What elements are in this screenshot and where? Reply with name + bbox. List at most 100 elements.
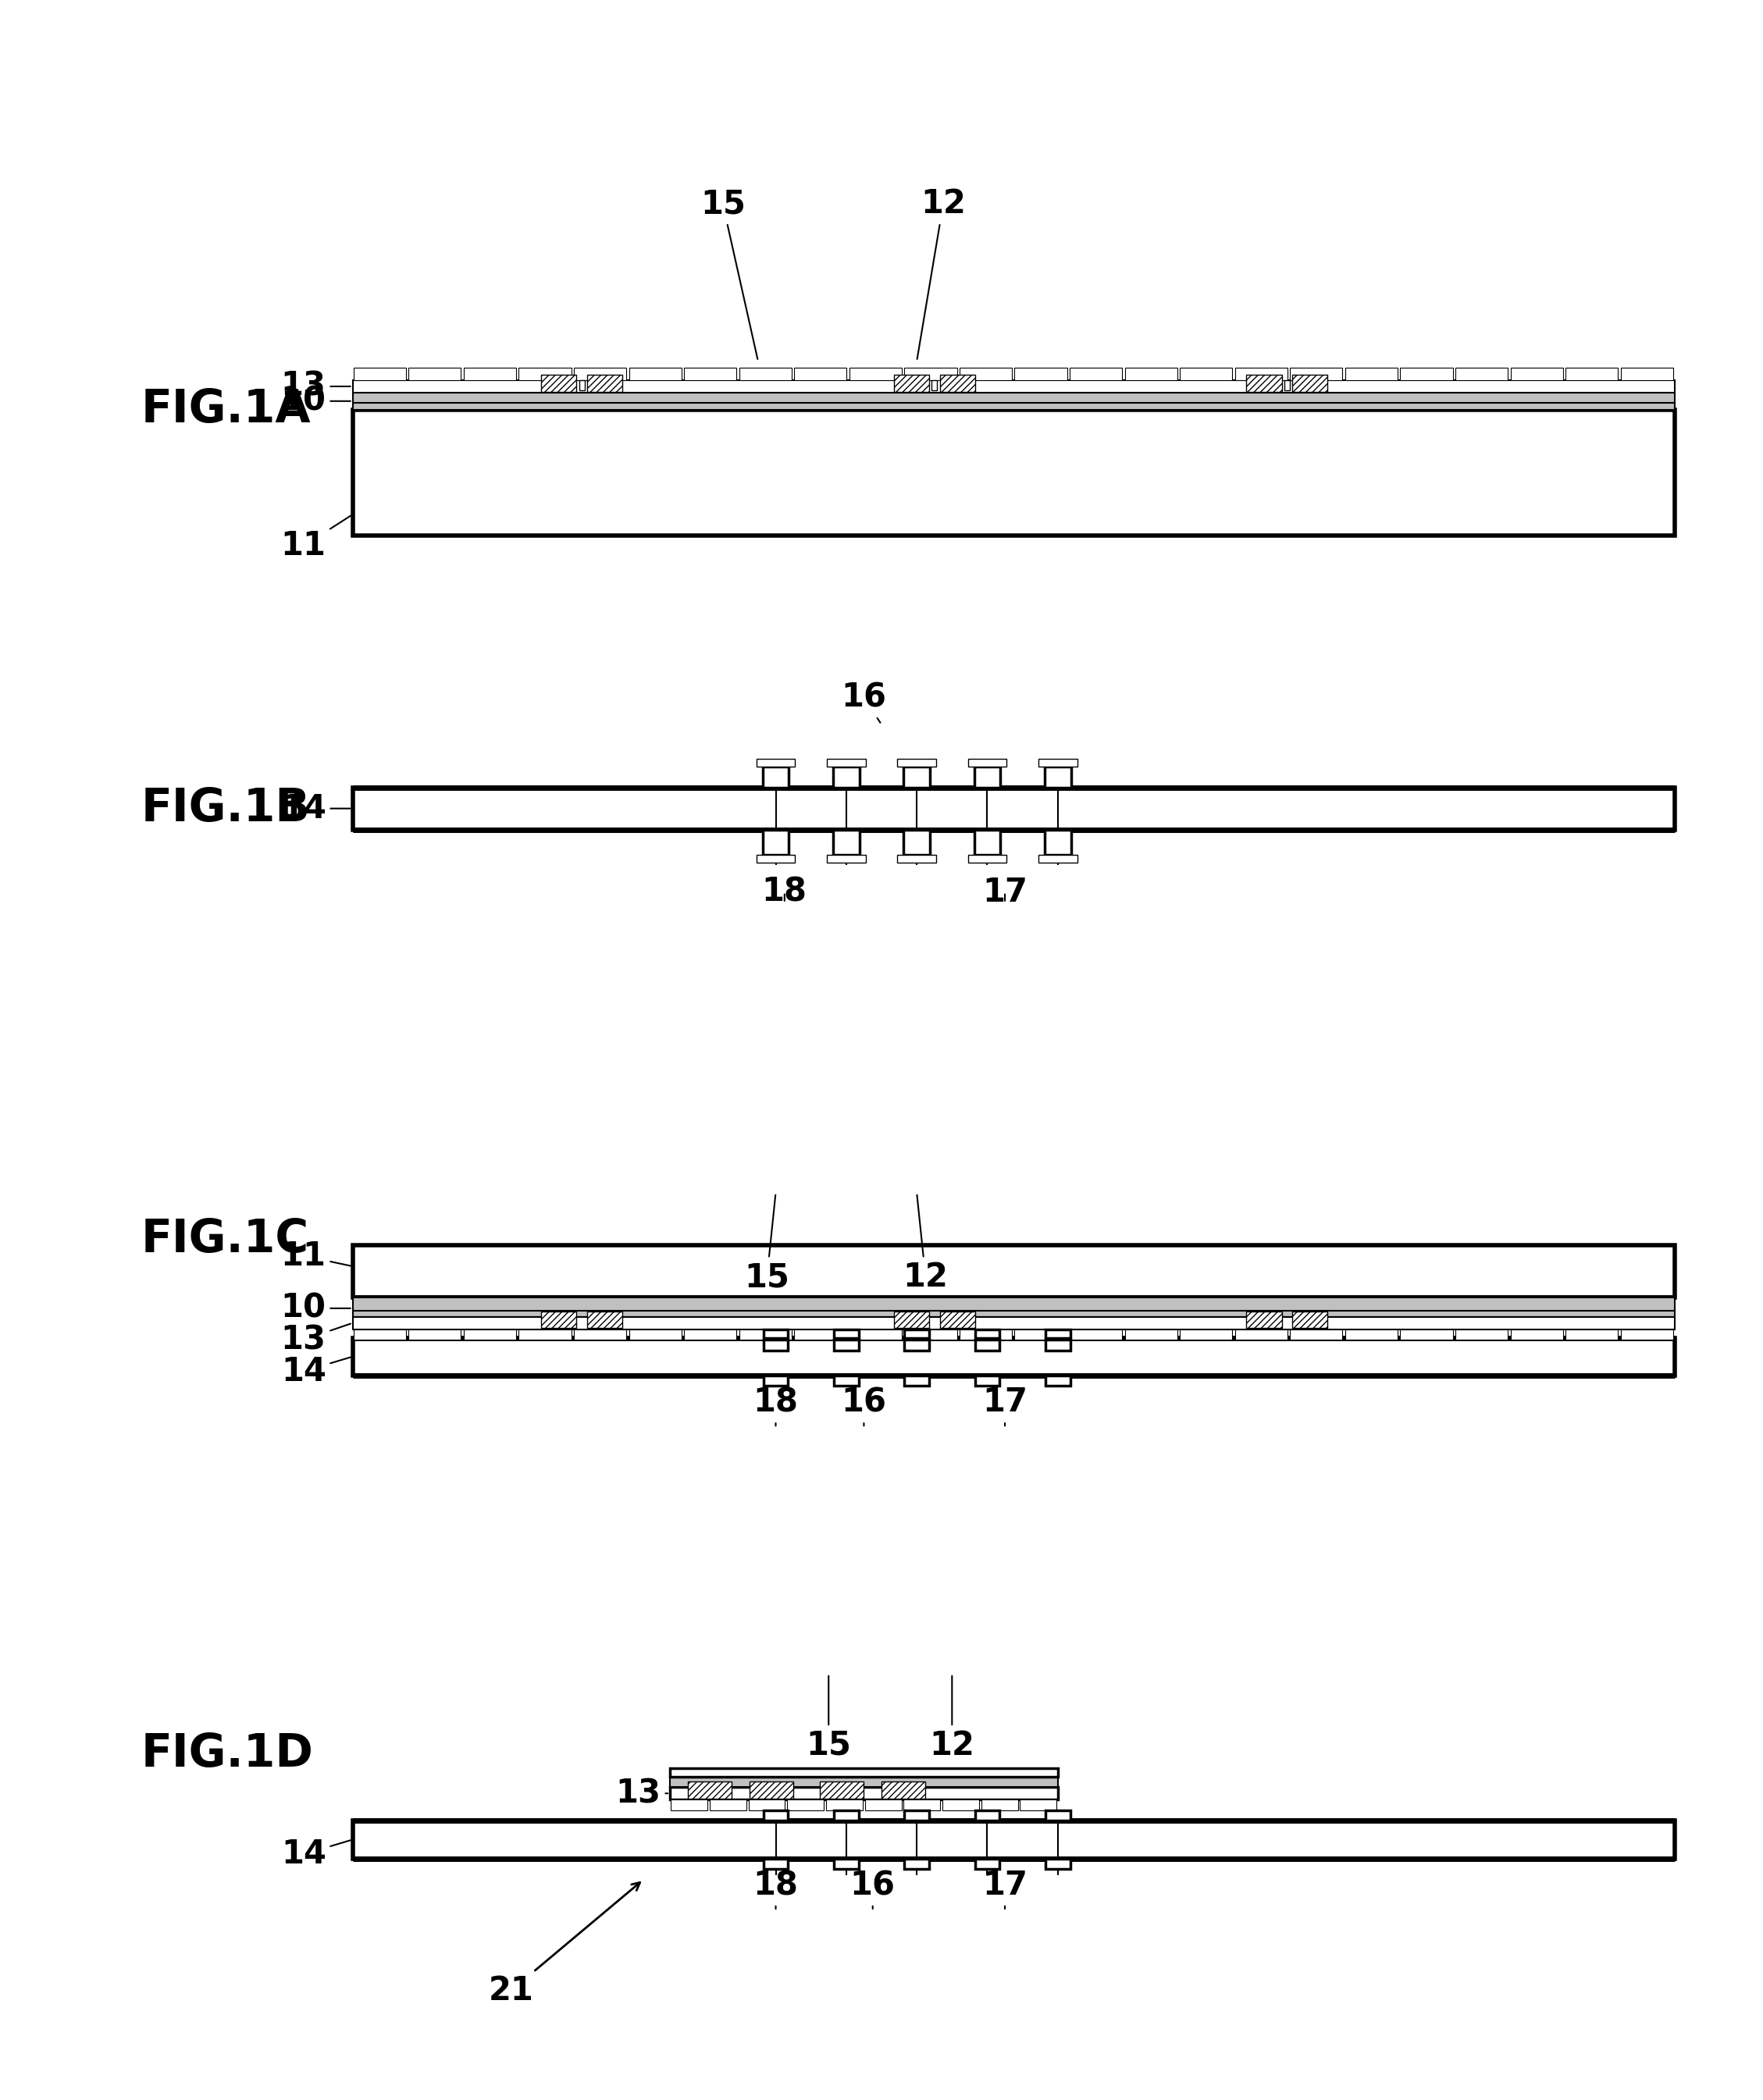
Bar bbox=[904, 1329, 957, 1340]
Text: 15: 15 bbox=[700, 187, 758, 359]
Text: 13: 13 bbox=[615, 1777, 668, 1810]
Bar bbox=[1044, 829, 1072, 855]
Text: 13: 13 bbox=[280, 1323, 351, 1357]
Bar bbox=[1292, 1310, 1328, 1329]
Bar bbox=[834, 1858, 859, 1869]
Text: FIG.1B: FIG.1B bbox=[141, 785, 310, 832]
Text: 18: 18 bbox=[753, 1386, 799, 1426]
Bar bbox=[1292, 374, 1328, 391]
Bar bbox=[959, 1329, 1012, 1340]
Bar bbox=[748, 1800, 785, 1810]
Bar bbox=[409, 1329, 462, 1340]
Bar bbox=[1070, 1329, 1123, 1340]
Bar bbox=[904, 367, 957, 380]
Bar bbox=[943, 1800, 978, 1810]
Bar bbox=[1511, 1329, 1562, 1340]
Text: 14: 14 bbox=[280, 1838, 351, 1871]
Text: 21: 21 bbox=[488, 1882, 640, 2008]
Bar bbox=[1511, 367, 1562, 380]
Bar bbox=[763, 1329, 788, 1338]
Bar bbox=[1234, 1329, 1287, 1340]
Text: 12: 12 bbox=[903, 1195, 948, 1294]
Bar bbox=[763, 1810, 788, 1821]
Bar bbox=[1125, 1329, 1178, 1340]
Bar bbox=[904, 1340, 929, 1350]
Bar bbox=[864, 1800, 901, 1810]
Bar bbox=[940, 374, 975, 391]
Bar bbox=[763, 829, 790, 855]
Bar bbox=[1291, 1329, 1343, 1340]
Text: 14: 14 bbox=[280, 792, 351, 825]
Bar bbox=[1045, 1340, 1070, 1350]
Bar bbox=[933, 380, 938, 391]
Bar bbox=[1456, 1329, 1507, 1340]
Text: 14: 14 bbox=[280, 1354, 351, 1388]
Bar bbox=[793, 367, 846, 380]
Bar bbox=[1620, 1329, 1673, 1340]
Text: 18: 18 bbox=[762, 876, 807, 909]
Text: FIG.1A: FIG.1A bbox=[141, 386, 310, 433]
Bar bbox=[578, 380, 584, 391]
Bar bbox=[1566, 1329, 1618, 1340]
Bar bbox=[975, 1340, 1000, 1350]
Bar bbox=[1620, 367, 1673, 380]
Bar bbox=[587, 1310, 622, 1329]
Bar bbox=[353, 410, 1675, 536]
Bar bbox=[904, 1810, 929, 1821]
Bar bbox=[793, 1329, 846, 1340]
Bar bbox=[353, 1821, 1675, 1858]
Bar bbox=[763, 766, 790, 788]
Bar bbox=[1038, 758, 1077, 766]
Bar bbox=[763, 1858, 788, 1869]
Text: FIG.1C: FIG.1C bbox=[141, 1216, 309, 1262]
Text: 15: 15 bbox=[744, 1195, 790, 1294]
Bar bbox=[820, 1781, 864, 1798]
Bar bbox=[670, 1777, 1058, 1787]
Bar bbox=[825, 1800, 862, 1810]
Bar bbox=[1234, 367, 1287, 380]
Bar bbox=[756, 855, 795, 863]
Bar bbox=[1045, 1329, 1070, 1338]
Bar bbox=[1125, 367, 1178, 380]
Bar bbox=[464, 1329, 517, 1340]
Bar bbox=[575, 1329, 626, 1340]
Text: 16: 16 bbox=[841, 1386, 887, 1426]
Bar bbox=[1045, 1376, 1070, 1386]
Bar bbox=[353, 393, 1675, 409]
Bar bbox=[739, 1329, 792, 1340]
Bar bbox=[1456, 367, 1507, 380]
Text: 17: 17 bbox=[982, 876, 1028, 909]
Bar bbox=[409, 367, 462, 380]
Text: FIG.1D: FIG.1D bbox=[141, 1730, 314, 1777]
Bar bbox=[353, 1317, 1675, 1329]
Text: 11: 11 bbox=[280, 1239, 351, 1273]
Text: 10: 10 bbox=[280, 384, 351, 418]
Bar bbox=[975, 766, 1001, 788]
Bar bbox=[1400, 1329, 1453, 1340]
Bar bbox=[1246, 374, 1282, 391]
Bar bbox=[894, 1310, 929, 1329]
Bar bbox=[1345, 367, 1398, 380]
Bar bbox=[975, 1376, 1000, 1386]
Bar bbox=[975, 829, 1001, 855]
Bar bbox=[1179, 1329, 1232, 1340]
Bar bbox=[904, 1858, 929, 1869]
Bar bbox=[1015, 1329, 1067, 1340]
Bar bbox=[975, 1810, 1000, 1821]
Bar bbox=[850, 367, 903, 380]
Text: 17: 17 bbox=[982, 1386, 1028, 1426]
Bar bbox=[834, 1810, 859, 1821]
Text: 10: 10 bbox=[280, 1291, 351, 1325]
Bar bbox=[749, 1781, 793, 1798]
Bar bbox=[834, 1376, 859, 1386]
Text: 18: 18 bbox=[753, 1869, 799, 1909]
Bar bbox=[353, 367, 405, 380]
Bar bbox=[684, 367, 737, 380]
Bar bbox=[850, 1329, 903, 1340]
Text: 17: 17 bbox=[982, 1869, 1028, 1909]
Bar bbox=[975, 1858, 1000, 1869]
Bar bbox=[1038, 855, 1077, 863]
Bar bbox=[1070, 367, 1123, 380]
Bar bbox=[518, 1329, 571, 1340]
Bar bbox=[1400, 367, 1453, 380]
